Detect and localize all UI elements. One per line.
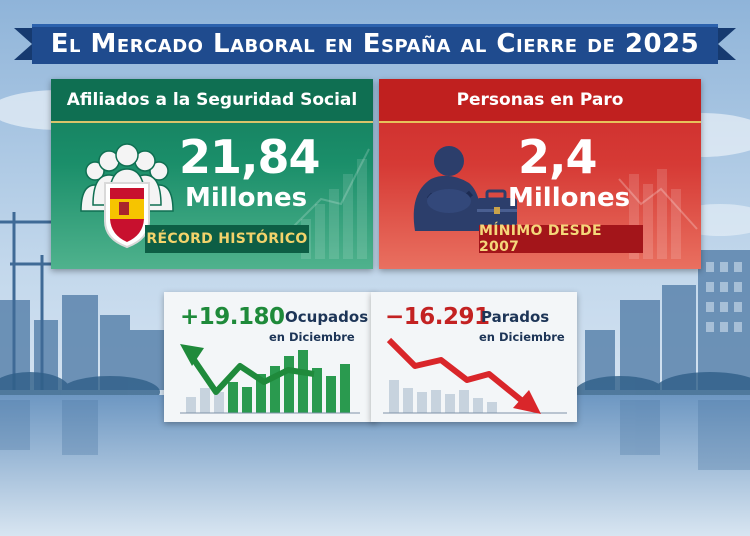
- ocupados-chart: [180, 344, 360, 414]
- record-ribbon: RÉCORD HISTÓRICO: [145, 225, 309, 253]
- trend-bars-background: [618, 169, 698, 259]
- ocupados-delta: +19.180: [180, 304, 285, 330]
- parados-card: −16.291 Parados en Diciembre: [371, 292, 577, 422]
- paro-unit: Millones: [508, 183, 631, 213]
- paro-heading: Personas en Paro: [379, 79, 701, 123]
- page-title: El Mercado Laboral en España al Cierre d…: [50, 29, 700, 59]
- paro-card: Personas en Paro 2,4 Millones MÍNIMO DES…: [379, 79, 701, 269]
- parados-sub: en Diciembre: [479, 330, 565, 344]
- sad-person-icon: [413, 146, 482, 231]
- arrow-up-icon: [187, 352, 315, 395]
- parados-delta: −16.291: [385, 304, 490, 330]
- parados-chart: [383, 337, 567, 414]
- people-group-icon: [80, 143, 174, 249]
- afiliados-heading: Afiliados a la Seguridad Social: [51, 79, 373, 123]
- parados-label: Parados: [481, 308, 550, 326]
- afiliados-card: Afiliados a la Seguridad Social 21,84 Mi…: [51, 79, 373, 269]
- arrow-down-icon: [386, 337, 523, 403]
- ocupados-card: +19.180 Ocupados en Diciembre: [164, 292, 376, 422]
- briefcase-icon: [477, 189, 517, 226]
- paro-value: 2,4: [518, 130, 597, 184]
- ocupados-sub: en Diciembre: [269, 330, 355, 344]
- afiliados-unit: Millones: [185, 183, 308, 213]
- title-banner-wrapper: El Mercado Laboral en España al Cierre d…: [14, 22, 736, 66]
- minimo-ribbon: MÍNIMO DESDE 2007: [479, 223, 643, 255]
- afiliados-value: 21,84: [179, 130, 321, 184]
- ocupados-label: Ocupados: [285, 308, 369, 326]
- title-banner: [14, 24, 736, 64]
